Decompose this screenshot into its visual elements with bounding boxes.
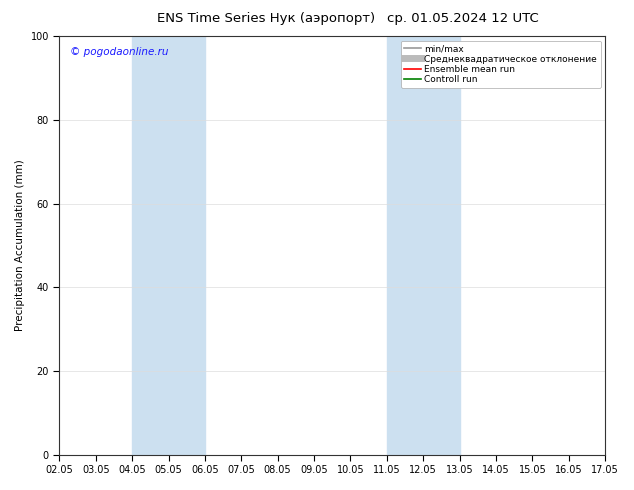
Text: ср. 01.05.2024 12 UTC: ср. 01.05.2024 12 UTC: [387, 12, 539, 25]
Legend: min/max, Среднеквадратическое отклонение, Ensemble mean run, Controll run: min/max, Среднеквадратическое отклонение…: [401, 41, 600, 88]
Y-axis label: Precipitation Accumulation (mm): Precipitation Accumulation (mm): [15, 159, 25, 331]
Bar: [132, 36, 205, 455]
Text: © pogodaonline.ru: © pogodaonline.ru: [70, 47, 169, 57]
Text: ENS Time Series Нук (аэропорт): ENS Time Series Нук (аэропорт): [157, 12, 375, 25]
Bar: [387, 36, 460, 455]
